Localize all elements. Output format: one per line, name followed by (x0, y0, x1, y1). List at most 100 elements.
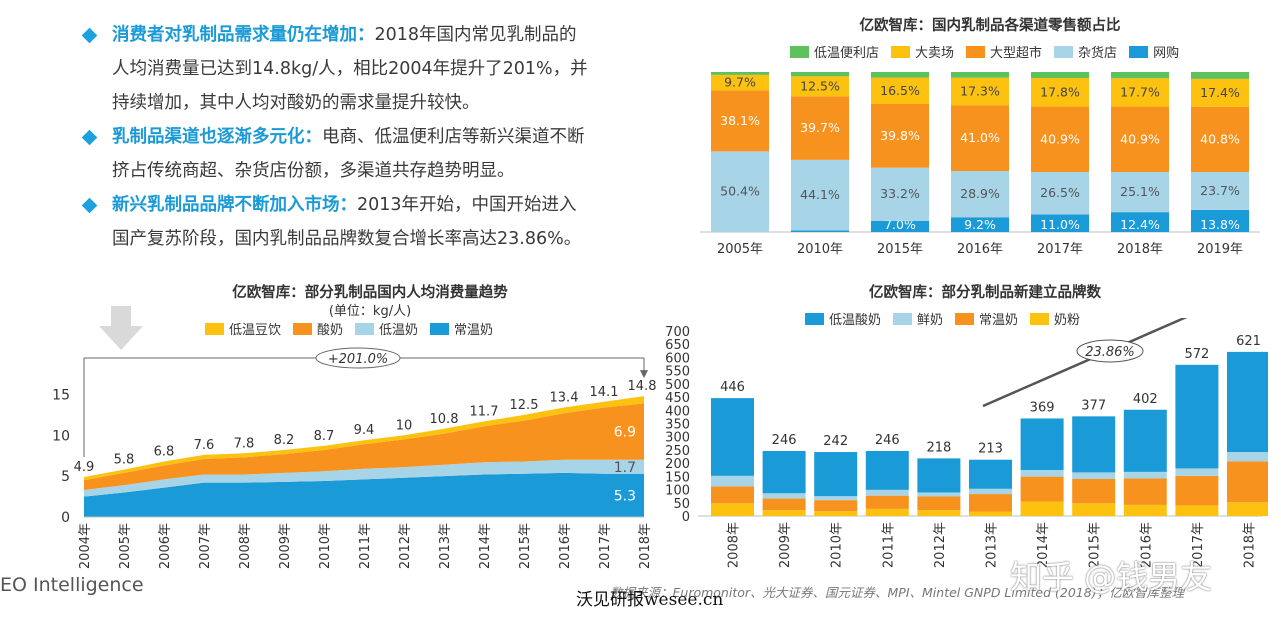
x-tick-label: 2012年 (398, 523, 413, 569)
bullet-item: 新兴乳制品品牌不断加入市场：2013年开始，中国开始进入 国产复苏阶段，国内乳制… (78, 188, 678, 256)
bar-segment (1123, 409, 1167, 472)
legend-label: 大型超市 (990, 46, 1043, 61)
total-label: 13.4 (550, 391, 579, 406)
bullet-item: 乳制品渠道也逐渐多元化：电商、低温便利店等新兴渠道不断 挤占传统商超、杂货店份额… (78, 120, 678, 188)
x-tick-label: 2015年 (518, 523, 533, 569)
legend-label: 鲜奶 (917, 313, 944, 328)
x-tick-label: 2011年 (358, 523, 373, 569)
legend-item: 低温奶 (355, 319, 418, 338)
total-label: 6.8 (154, 444, 175, 459)
bullet-text: 持续增加，其中人均对酸奶的需求量提升较快。 (112, 93, 480, 113)
total-label: 12.5 (510, 398, 539, 413)
y-tick-label: 550 (665, 365, 690, 380)
bar-segment (917, 492, 961, 497)
bar-segment (711, 398, 754, 476)
data-label: 9.7% (724, 75, 756, 90)
bar-segment (871, 220, 929, 232)
bar-segment (762, 510, 806, 516)
legend-swatch (891, 45, 911, 58)
legend-item: 奶粉 (1030, 309, 1080, 328)
footer-source: 数据来源：Euromonitor、光大证券、国元证券、MPI、Mintel GN… (610, 585, 1185, 600)
segment-label: 5.3 (614, 488, 636, 504)
bullet-highlight: 乳制品渠道也逐渐多元化： (112, 127, 322, 147)
bar-segment (1020, 501, 1064, 516)
bar-segment (917, 496, 961, 511)
total-label: 572 (1184, 347, 1209, 362)
bar-segment (951, 77, 1009, 106)
x-tick-label: 2015年 (1088, 522, 1103, 568)
area-series-低温奶 (84, 459, 644, 497)
bullet-text: 国产复苏阶段，国内乳制品品牌数复合增长率高达23.86%。 (112, 229, 582, 249)
bar-segment (969, 511, 1012, 516)
x-tick-label: 2009年 (278, 523, 293, 569)
legend-swatch (205, 322, 224, 335)
bar-segment (1020, 476, 1064, 502)
data-label: 26.5% (1040, 185, 1080, 200)
data-label: 17.8% (1040, 84, 1080, 99)
bar-segment (1072, 478, 1116, 504)
bar-segment (791, 96, 849, 160)
x-tick-label: 2017年 (1037, 242, 1083, 257)
x-tick-label: 2006年 (158, 523, 173, 569)
bar-segment (711, 486, 754, 504)
total-label: 402 (1133, 392, 1158, 407)
y-tick-label: 350 (665, 417, 690, 432)
bar-segment (917, 458, 961, 493)
x-tick-label: 2016年 (957, 242, 1003, 257)
area-series-常温奶 (84, 472, 644, 517)
bar-segment (814, 511, 858, 516)
legend-item: 低温豆饮 (205, 319, 281, 338)
x-tick-label: 2017年 (598, 523, 613, 569)
total-label: 218 (926, 440, 951, 455)
zhihu-watermark: 知乎 @钱男友 (1010, 558, 1213, 596)
legend-label: 奶粉 (1054, 313, 1081, 328)
legend-swatch (430, 322, 450, 335)
bar-segment (917, 510, 961, 516)
legend-label: 常温奶 (979, 313, 1019, 328)
data-label: 11.0% (1040, 217, 1080, 232)
bar-segment (711, 503, 754, 516)
y-tick-label: 0 (682, 510, 690, 525)
legend-swatch (805, 312, 824, 325)
total-label: 4.9 (74, 460, 95, 475)
data-label: 17.4% (1200, 85, 1240, 100)
bar-segment (1123, 478, 1167, 505)
bar-segment (1227, 502, 1268, 516)
bar-segment (1175, 475, 1219, 506)
footer-watermark: 沃见研报wesee.cn (576, 590, 724, 610)
total-label: 446 (720, 380, 745, 395)
legend-item: 低温便利店 (790, 42, 879, 61)
total-label: 246 (772, 433, 797, 448)
brands-chart-title: 亿欧智库：部分乳制品新建立品牌数 (869, 285, 1101, 301)
data-label: 50.4% (720, 184, 760, 199)
bar-segment (1175, 505, 1219, 516)
bar-segment (871, 104, 929, 168)
y-tick-label: 700 (665, 325, 690, 340)
consumption-area-chart: 0 5 10 15 4.9 5.8 6.8 7.6 7.8 8.2 8.7 9.4 10 10.8 11.7… (52, 347, 656, 569)
bar-segment (1227, 351, 1268, 453)
y-tick-label: 200 (665, 457, 690, 472)
bar-segment (791, 230, 849, 232)
data-label: 12.4% (1120, 217, 1160, 232)
data-label: 39.7% (800, 120, 840, 135)
total-label: 14.1 (590, 385, 619, 400)
legend-swatch (1054, 45, 1074, 58)
total-label: 213 (978, 442, 1003, 457)
bar-segment (951, 171, 1009, 218)
total-label: 10 (396, 418, 413, 433)
bar-segment (1191, 78, 1249, 107)
total-label: 8.2 (274, 433, 295, 448)
legend-swatch (893, 312, 913, 325)
legend-swatch (1129, 45, 1149, 58)
data-label: 9.2% (964, 217, 996, 232)
legend-label: 酸奶 (317, 323, 344, 338)
data-label: 40.9% (1040, 131, 1080, 146)
legend-label: 网购 (1153, 46, 1180, 61)
total-label: 5.8 (114, 453, 135, 468)
bullet-highlight: 消费者对乳制品需求量仍在增加： (112, 25, 375, 45)
channel-chart-legend: 低温便利店 大卖场 大型超市 杂货店 网购 (790, 42, 1191, 61)
bar-segment (762, 493, 806, 499)
bar-segment (1175, 468, 1219, 476)
bar-segment (711, 90, 769, 152)
bar-segment (969, 488, 1012, 495)
